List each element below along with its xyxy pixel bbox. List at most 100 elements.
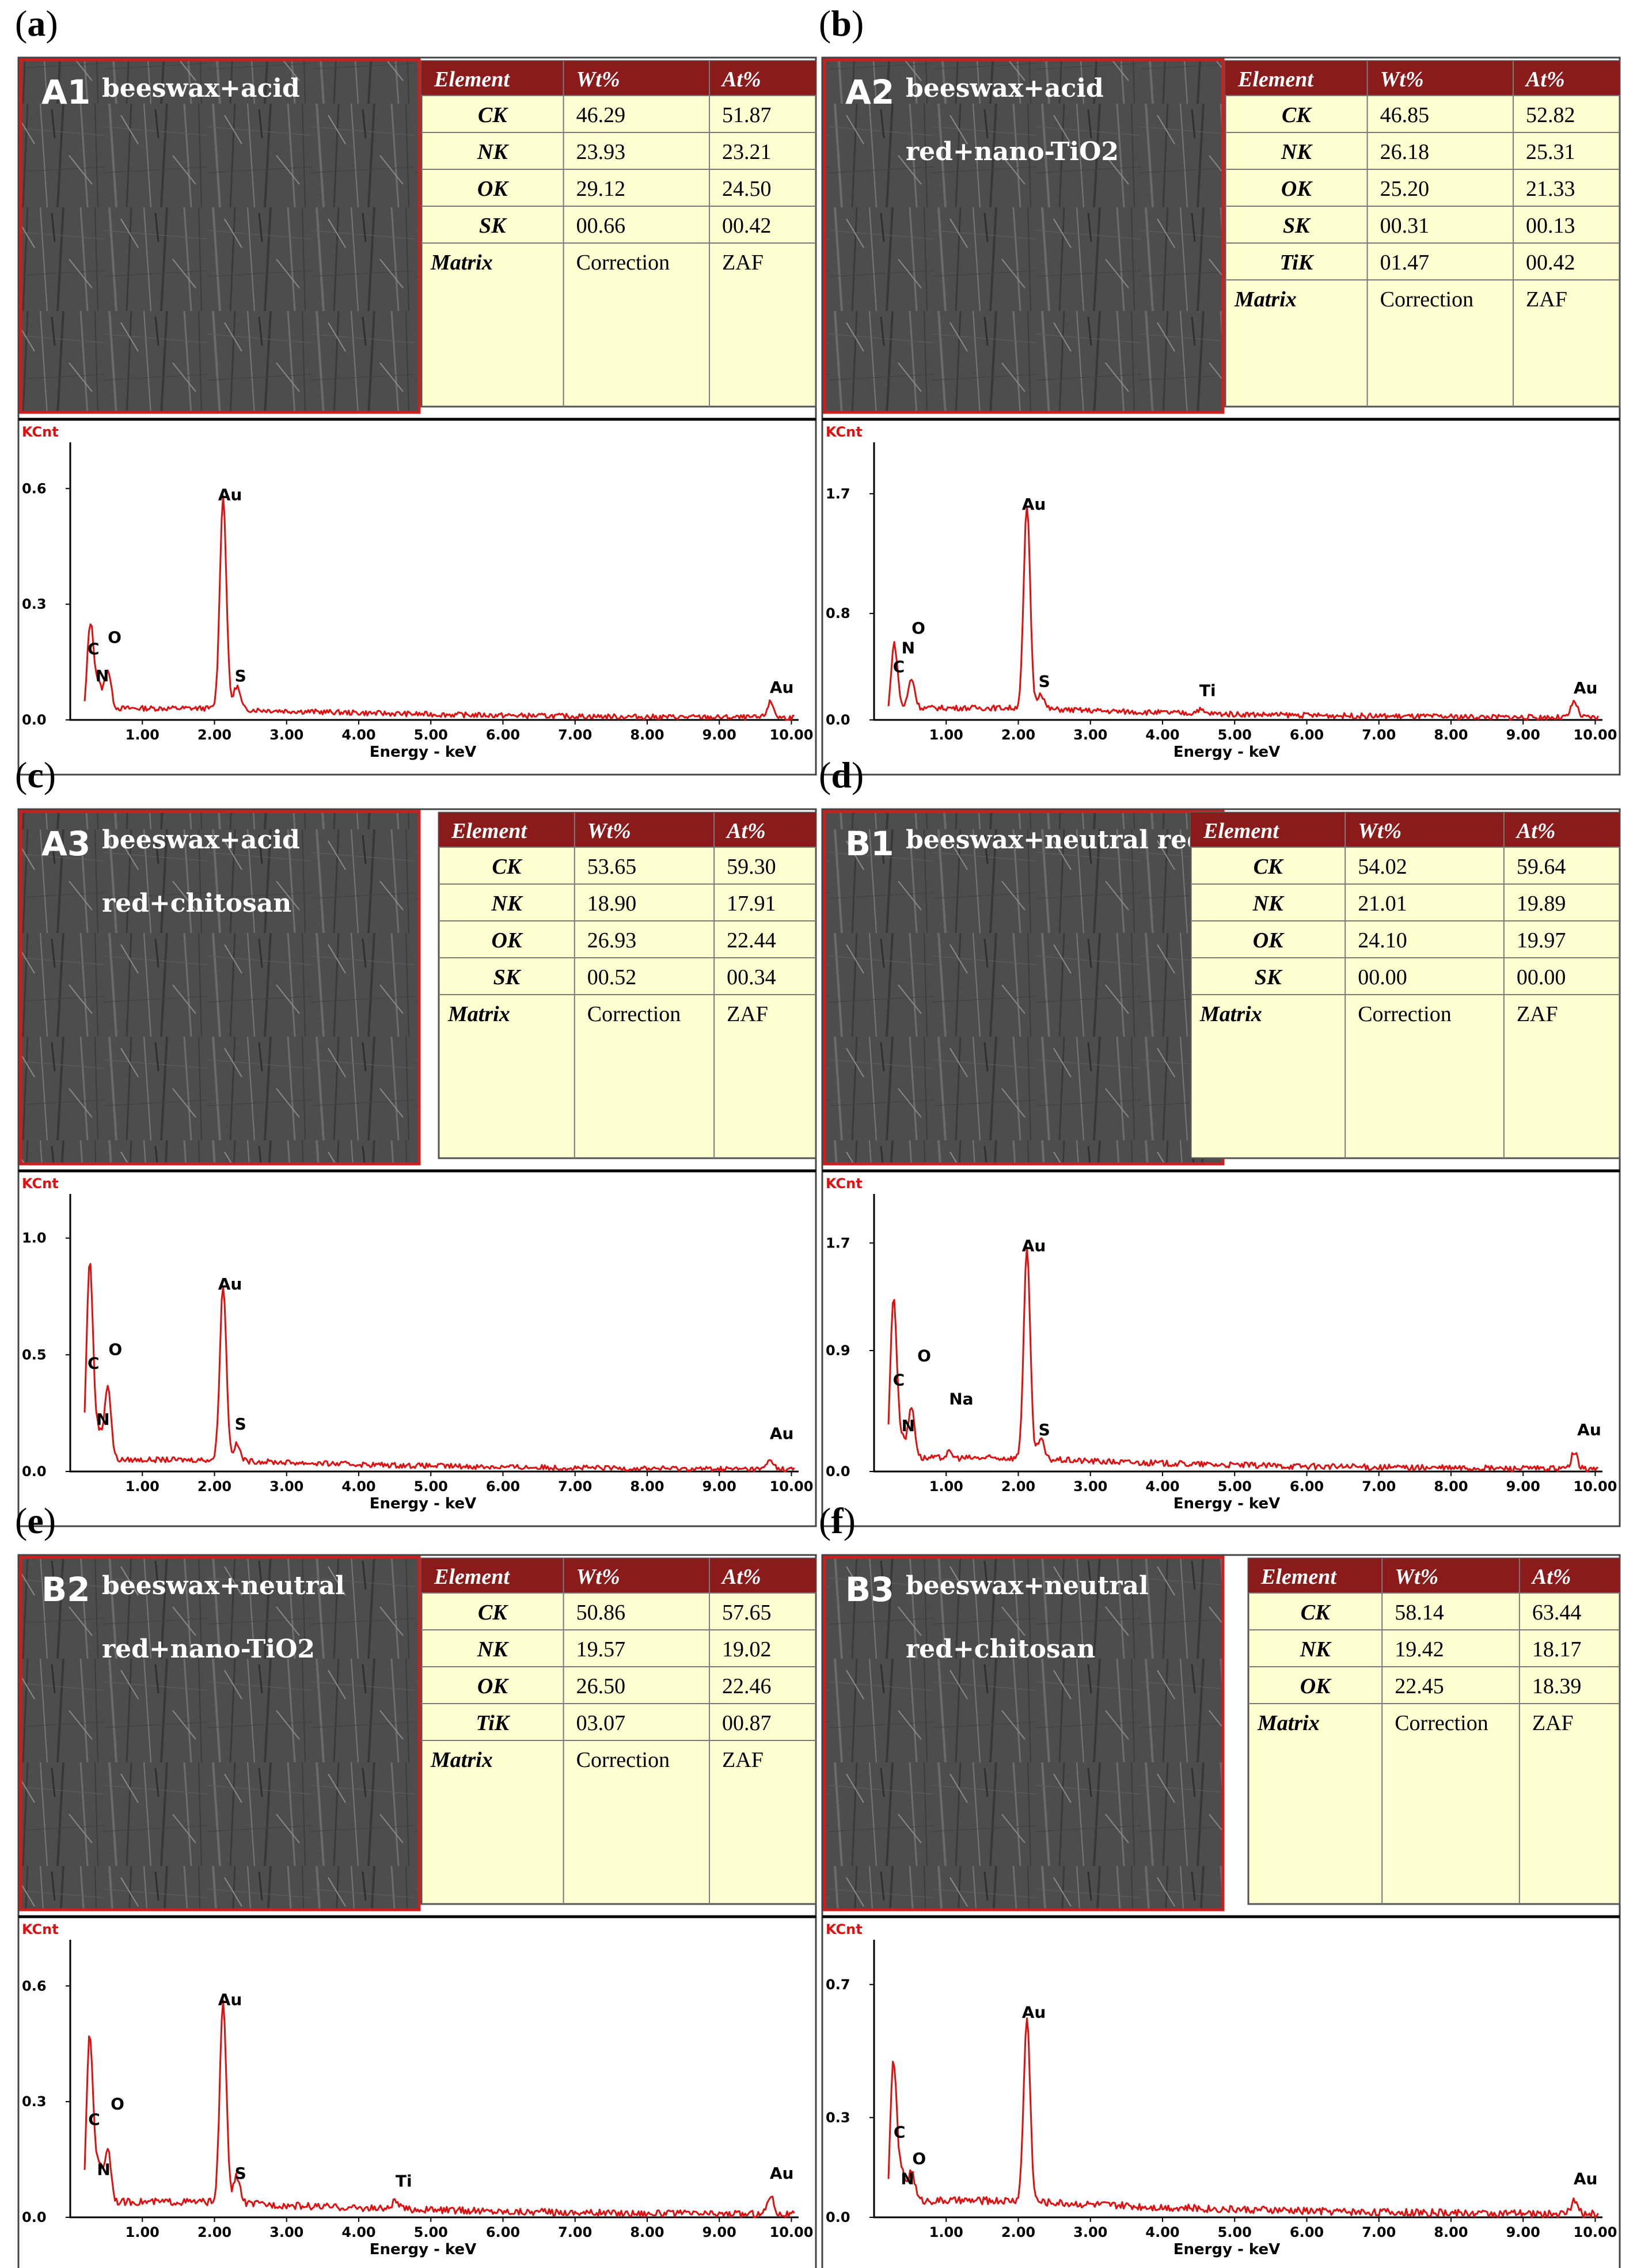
x-tick-label: 1.00 bbox=[929, 727, 963, 743]
panel-frame bbox=[821, 1554, 1621, 2268]
x-tick-label: 6.00 bbox=[486, 1478, 520, 1495]
table-element-cell: CK bbox=[1254, 855, 1284, 879]
table-element-cell: NK bbox=[477, 1637, 509, 1662]
table-at-cell: 00.87 bbox=[722, 1711, 772, 1735]
spectrum-series bbox=[887, 2017, 1599, 2218]
table-footer-cell: Correction bbox=[1395, 1711, 1488, 1735]
table-at-cell: 19.89 bbox=[1517, 892, 1566, 916]
peak-annotation: C bbox=[893, 657, 905, 676]
peak-annotation: Ti bbox=[396, 2171, 412, 2190]
table-wt-cell: 00.31 bbox=[1380, 214, 1430, 238]
sample-description-line: beeswax+neutral red bbox=[906, 825, 1205, 855]
table-element-cell: TiK bbox=[476, 1711, 510, 1735]
table-at-cell: 57.65 bbox=[722, 1601, 772, 1625]
table-header-cell: Element bbox=[451, 819, 527, 843]
x-tick-label: 10.00 bbox=[770, 1478, 814, 1495]
x-tick-label: 2.00 bbox=[1001, 1478, 1035, 1495]
peak-annotation: O bbox=[108, 628, 121, 647]
panel-frame bbox=[821, 808, 1621, 1527]
table-body bbox=[420, 1557, 817, 1905]
table-at-cell: 00.42 bbox=[1526, 251, 1575, 275]
x-tick-label: 9.00 bbox=[702, 727, 736, 743]
table-body bbox=[1247, 1557, 1621, 1905]
panel-frame bbox=[821, 56, 1621, 776]
y-tick-label: 0.7 bbox=[826, 1977, 850, 1993]
x-tick-label: 5.00 bbox=[414, 2224, 448, 2240]
spectrum-series bbox=[83, 495, 795, 721]
eds-spectrum: KCnt 0.0 0.3 0.7 1.00 2.00 3.00 4.00 5.00 6.00 7.0… bbox=[822, 1915, 1620, 2258]
table-header-cell: At% bbox=[721, 1565, 761, 1589]
peak-annotation: Ti bbox=[1199, 681, 1216, 700]
sample-id: B2 bbox=[41, 1570, 90, 1609]
y-axis-label: KCnt bbox=[22, 1175, 59, 1192]
table-at-cell: 63.44 bbox=[1532, 1601, 1582, 1625]
y-tick-label: 0.0 bbox=[826, 2209, 850, 2225]
table-wt-cell: 46.85 bbox=[1380, 103, 1430, 127]
x-tick-label: 6.00 bbox=[1290, 2224, 1324, 2240]
table-header-cell: Element bbox=[1237, 67, 1314, 92]
table-at-cell: 00.42 bbox=[722, 214, 772, 238]
table-footer-cell: Matrix bbox=[1234, 287, 1297, 312]
sem-image: A2 beeswax+acid red+nano-TiO2 bbox=[823, 58, 1225, 414]
table-at-cell: 22.44 bbox=[727, 928, 776, 953]
peak-annotation: O bbox=[911, 619, 925, 638]
x-tick-label: 8.00 bbox=[1434, 1478, 1468, 1495]
table-wt-cell: 00.66 bbox=[576, 214, 626, 238]
table-header-row bbox=[1248, 1558, 1620, 1593]
sample-id: A1 bbox=[41, 73, 90, 112]
x-tick-label: 3.00 bbox=[269, 2224, 303, 2240]
table-wt-cell: 19.57 bbox=[576, 1637, 626, 1662]
table-wt-cell: 24.10 bbox=[1358, 928, 1407, 953]
x-tick-label: 6.00 bbox=[1290, 727, 1324, 743]
peak-annotation: Na bbox=[949, 1389, 973, 1408]
x-tick-label: 1.00 bbox=[126, 727, 159, 743]
table-header-cell: Element bbox=[434, 67, 510, 92]
sample-description-line: beeswax+neutral bbox=[906, 1571, 1149, 1601]
composition-table: Element Wt% At% CK 53.65 59.30 NK 18.90 17.91 OK 2… bbox=[438, 811, 817, 1159]
eds-spectrum: KCnt 0.0 0.3 0.6 1.00 2.00 3.00 4.00 5.00 6.00 7.0… bbox=[18, 418, 816, 761]
peak-annotation: N bbox=[96, 666, 109, 685]
x-tick-label: 4.00 bbox=[1145, 1478, 1179, 1495]
panel-label: (b) bbox=[819, 3, 864, 44]
x-tick-label: 7.00 bbox=[558, 1478, 592, 1495]
sem-image: B1 beeswax+neutral red bbox=[823, 810, 1225, 1166]
panel-f: (f) B3 beeswax+neutral red+chitosan Element W… bbox=[819, 1500, 1621, 2268]
composition-table: Element Wt% At% CK 46.85 52.82 NK 26.18 25.31 OK 2… bbox=[1224, 60, 1621, 408]
panel-label: (a) bbox=[15, 3, 58, 44]
x-axis-label: Energy - keV bbox=[370, 1495, 477, 1512]
table-wt-cell: 23.93 bbox=[576, 140, 626, 164]
table-wt-cell: 58.14 bbox=[1395, 1601, 1444, 1625]
table-element-cell: OK bbox=[1300, 1674, 1332, 1698]
x-tick-label: 3.00 bbox=[1073, 2224, 1107, 2240]
y-tick-label: 0.5 bbox=[22, 1347, 47, 1363]
eds-spectrum: KCnt 0.0 0.8 1.7 1.00 2.00 3.00 4.00 5.00 6.00 7.0… bbox=[822, 418, 1620, 761]
y-tick-label: 1.7 bbox=[826, 486, 850, 502]
table-at-cell: 59.30 bbox=[727, 855, 776, 879]
table-element-cell: SK bbox=[1283, 214, 1311, 238]
x-tick-label: 7.00 bbox=[558, 2224, 592, 2240]
table-at-cell: 24.50 bbox=[722, 177, 772, 201]
x-tick-label: 8.00 bbox=[630, 727, 664, 743]
peak-annotation: Au bbox=[1022, 2003, 1046, 2022]
table-footer-cell: ZAF bbox=[722, 251, 764, 275]
sem-micrograph bbox=[19, 1556, 421, 1912]
x-axis-label: Energy - keV bbox=[370, 744, 477, 761]
table-element-cell: SK bbox=[479, 214, 507, 238]
table-header-row bbox=[439, 813, 816, 847]
x-tick-label: 2.00 bbox=[197, 1478, 231, 1495]
panel-label: (e) bbox=[15, 1500, 56, 1541]
table-wt-cell: 26.18 bbox=[1380, 140, 1430, 164]
table-at-cell: 19.97 bbox=[1517, 928, 1566, 953]
spectrum-series bbox=[887, 505, 1599, 721]
x-axis-label: Energy - keV bbox=[1173, 744, 1281, 761]
y-tick-label: 0.0 bbox=[22, 2209, 47, 2225]
sem-micrograph bbox=[823, 810, 1225, 1166]
table-header-cell: Wt% bbox=[587, 819, 631, 843]
table-body bbox=[438, 811, 817, 1159]
table-wt-cell: 26.93 bbox=[587, 928, 637, 953]
spectrum-axes bbox=[69, 1940, 799, 2218]
table-header-row bbox=[421, 61, 816, 96]
panel-c: (c) A3 beeswax+acid red+chitosan Element Wt% A… bbox=[15, 754, 817, 1527]
x-tick-label: 10.00 bbox=[1574, 2224, 1617, 2240]
table-footer-cell: Matrix bbox=[430, 251, 493, 275]
